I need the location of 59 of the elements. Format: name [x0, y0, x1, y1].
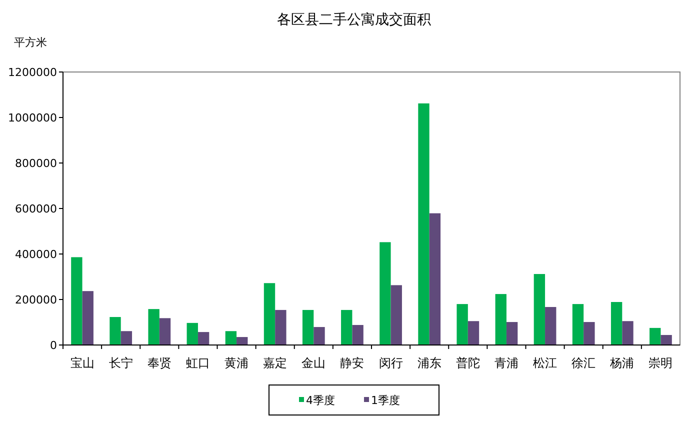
bar	[506, 322, 518, 345]
y-tick-label: 800000	[15, 156, 57, 170]
bar	[120, 331, 132, 345]
x-tick-label: 普陀	[456, 356, 480, 370]
x-tick-label: 虹口	[186, 356, 210, 370]
y-tick-label: 1000000	[8, 111, 57, 124]
y-tick-label: 400000	[15, 248, 57, 261]
y-axis-title: 平方米	[14, 36, 47, 49]
bar	[660, 334, 672, 345]
bar	[275, 310, 286, 345]
bar	[314, 327, 325, 345]
y-tick-label: 1200000	[8, 66, 57, 79]
bar	[495, 294, 506, 345]
x-tick-label: 黄浦	[224, 356, 249, 370]
x-tick-label: 奉贤	[147, 356, 172, 370]
legend-label: 1季度	[371, 394, 400, 407]
x-tick-label: 徐汇	[572, 356, 596, 370]
x-tick-label: 杨浦	[609, 356, 634, 370]
bar	[82, 291, 94, 345]
bar	[352, 324, 364, 345]
chart-title: 各区县二手公寓成交面积	[277, 12, 431, 28]
bar	[418, 103, 430, 345]
bar	[390, 285, 402, 345]
bar	[545, 307, 556, 345]
y-tick-label: 600000	[15, 202, 57, 216]
bar	[236, 337, 248, 345]
bar	[198, 332, 210, 345]
x-tick-label: 长宁	[108, 356, 133, 370]
x-tick-label: 松江	[533, 356, 558, 370]
bar	[380, 242, 391, 345]
bar	[572, 304, 584, 345]
bar	[264, 283, 276, 345]
x-tick-label: 金山	[302, 356, 326, 370]
bar	[622, 321, 634, 345]
x-tick-label: 闵行	[378, 356, 403, 370]
x-tick-label: 静安	[340, 356, 364, 370]
bar	[225, 331, 237, 345]
x-tick-label: 嘉定	[263, 356, 288, 370]
bar	[429, 213, 441, 345]
y-tick-label: 0	[50, 338, 57, 352]
bar	[148, 309, 160, 345]
x-tick-label: 宝山	[70, 356, 94, 370]
bar	[534, 274, 546, 345]
bar	[341, 310, 352, 345]
bar	[610, 302, 622, 345]
bar	[71, 257, 82, 345]
bar	[456, 304, 468, 345]
bar	[584, 322, 595, 345]
x-tick-label: 青浦	[494, 356, 518, 370]
bar	[302, 310, 314, 345]
x-tick-label: 浦东	[417, 356, 442, 370]
bar	[468, 321, 480, 345]
bar	[650, 328, 661, 345]
bar	[186, 322, 198, 345]
bar	[159, 318, 171, 345]
y-tick-label: 200000	[15, 293, 57, 306]
legend-label: 4季度	[306, 394, 335, 407]
x-tick-label: 崇明	[648, 356, 673, 370]
bar	[110, 317, 121, 345]
